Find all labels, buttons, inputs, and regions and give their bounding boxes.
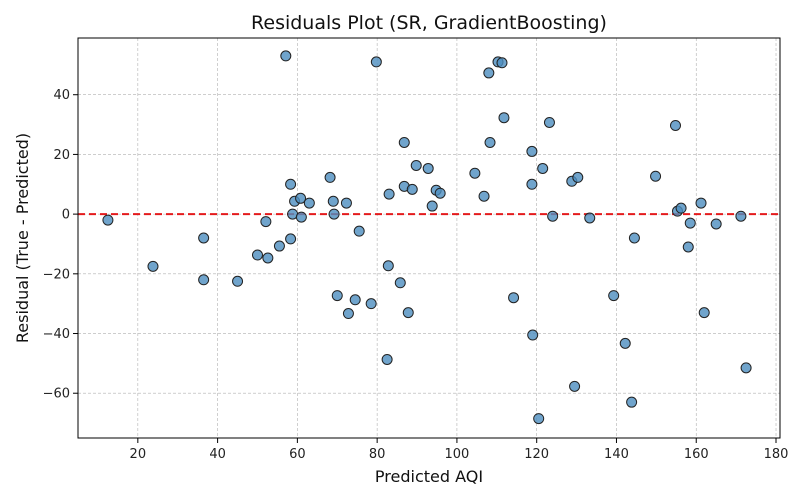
data-point xyxy=(484,136,496,148)
data-point xyxy=(498,112,510,124)
data-point xyxy=(478,190,490,202)
data-point xyxy=(370,56,382,68)
data-point xyxy=(328,208,340,220)
x-tick-label: 160 xyxy=(684,447,709,462)
data-point xyxy=(527,329,539,341)
data-point xyxy=(682,241,694,253)
data-point xyxy=(675,202,687,214)
data-point xyxy=(198,232,210,244)
data-point xyxy=(526,178,538,190)
data-point xyxy=(735,210,747,222)
data-point xyxy=(537,162,549,174)
data-point xyxy=(547,210,559,222)
data-point xyxy=(398,136,410,148)
data-point xyxy=(626,396,638,408)
data-point xyxy=(410,159,422,171)
data-point xyxy=(102,214,114,226)
data-point xyxy=(572,171,584,183)
data-point xyxy=(526,145,538,157)
data-point xyxy=(273,240,285,252)
data-point xyxy=(262,252,274,264)
data-point xyxy=(422,162,434,174)
x-tick-label: 20 xyxy=(130,447,147,462)
data-point xyxy=(669,119,681,131)
data-point xyxy=(650,170,662,182)
y-axis-ticks: −60 −40 −20 0 20 40 xyxy=(43,88,78,402)
scatter-points xyxy=(102,50,752,425)
x-tick-label: 140 xyxy=(604,447,629,462)
chart-title: Residuals Plot (SR, GradientBoosting) xyxy=(251,12,607,34)
data-point xyxy=(285,178,297,190)
data-point xyxy=(469,167,481,179)
x-axis-ticks: 20 40 60 80 100 120 140 160 180 xyxy=(130,438,789,462)
x-tick-label: 80 xyxy=(369,447,386,462)
data-point xyxy=(619,337,631,349)
y-tick-label: 20 xyxy=(53,148,70,163)
data-point xyxy=(342,308,354,320)
data-point xyxy=(331,290,343,302)
data-point xyxy=(295,211,307,223)
data-point xyxy=(280,50,292,62)
data-point xyxy=(232,275,244,287)
data-point xyxy=(327,195,339,207)
data-point xyxy=(285,233,297,245)
data-point xyxy=(353,225,365,237)
data-point xyxy=(698,307,710,319)
data-point xyxy=(740,362,752,374)
data-point xyxy=(695,197,707,209)
data-point xyxy=(365,298,377,310)
y-tick-label: −60 xyxy=(43,387,70,402)
data-point xyxy=(381,353,393,365)
y-tick-label: −40 xyxy=(43,327,70,342)
data-point xyxy=(533,413,545,425)
data-point xyxy=(402,307,414,319)
y-axis-label: Residual (True - Predicted) xyxy=(13,133,32,343)
grid-lines xyxy=(78,38,780,438)
y-tick-label: −20 xyxy=(43,267,70,282)
data-point xyxy=(483,67,495,79)
data-point xyxy=(569,380,581,392)
x-tick-label: 60 xyxy=(289,447,306,462)
data-point xyxy=(324,171,336,183)
data-point xyxy=(434,187,446,199)
data-point xyxy=(382,260,394,272)
data-point xyxy=(406,183,418,195)
data-point xyxy=(508,292,520,304)
data-point xyxy=(710,218,722,230)
data-point xyxy=(349,294,361,306)
data-point xyxy=(198,274,210,286)
data-point xyxy=(295,192,307,204)
data-point xyxy=(628,232,640,244)
data-point xyxy=(147,260,159,272)
data-point xyxy=(426,200,438,212)
x-tick-label: 40 xyxy=(209,447,226,462)
data-point xyxy=(543,116,555,128)
data-point xyxy=(608,290,620,302)
x-tick-label: 120 xyxy=(524,447,549,462)
x-tick-label: 180 xyxy=(764,447,789,462)
y-tick-label: 0 xyxy=(62,208,70,223)
data-point xyxy=(260,216,272,228)
y-tick-label: 40 xyxy=(53,88,70,103)
data-point xyxy=(383,188,395,200)
data-point xyxy=(251,249,263,261)
data-point xyxy=(303,197,315,209)
x-axis-label: Predicted AQI xyxy=(375,467,483,486)
data-point xyxy=(684,217,696,229)
data-point xyxy=(496,57,508,69)
plot-frame xyxy=(77,37,781,439)
data-point xyxy=(584,212,596,224)
x-tick-label: 100 xyxy=(445,447,470,462)
data-point xyxy=(340,197,352,209)
data-point xyxy=(394,277,406,289)
